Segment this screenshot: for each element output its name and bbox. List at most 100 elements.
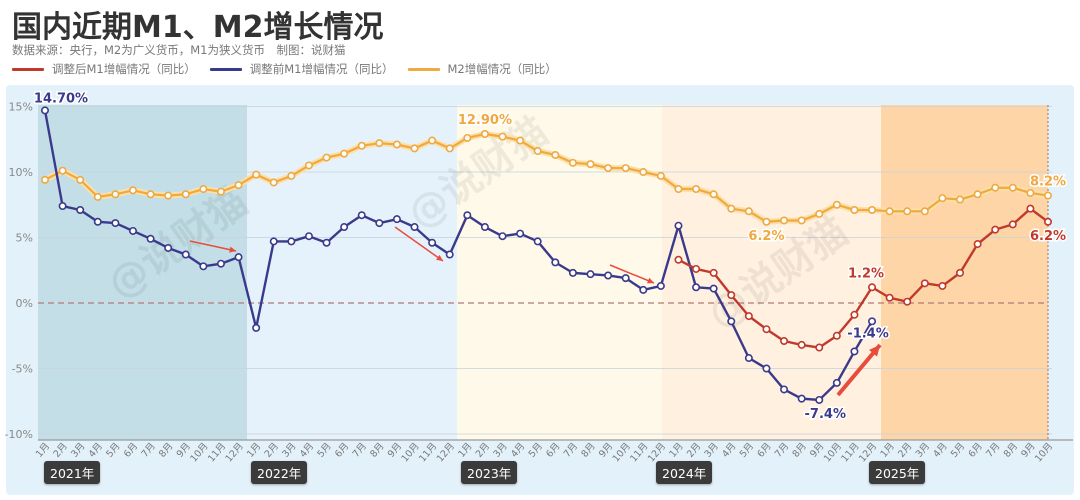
- data-point[interactable]: [762, 325, 771, 334]
- data-point[interactable]: [885, 293, 894, 302]
- legend-item-m2[interactable]: M2增幅情况（同比）: [407, 61, 557, 77]
- data-point[interactable]: [392, 215, 401, 224]
- data-point[interactable]: [216, 259, 225, 268]
- data-point[interactable]: [164, 243, 173, 252]
- data-point[interactable]: [674, 185, 683, 194]
- legend-item-m1-adjusted[interactable]: 调整后M1增幅情况（同比）: [12, 61, 196, 77]
- data-point[interactable]: [164, 191, 173, 200]
- data-point[interactable]: [604, 271, 613, 280]
- data-point[interactable]: [797, 216, 806, 225]
- data-point[interactable]: [269, 237, 278, 246]
- data-point[interactable]: [480, 223, 489, 232]
- data-point[interactable]: [1008, 183, 1017, 192]
- data-point[interactable]: [340, 149, 349, 158]
- data-point[interactable]: [375, 219, 384, 228]
- data-point[interactable]: [780, 385, 789, 394]
- data-point[interactable]: [744, 312, 753, 321]
- data-point[interactable]: [868, 205, 877, 214]
- data-point[interactable]: [252, 170, 261, 179]
- data-point[interactable]: [727, 291, 736, 300]
- data-point[interactable]: [93, 217, 102, 226]
- data-point[interactable]: [692, 185, 701, 194]
- data-point[interactable]: [991, 183, 1000, 192]
- data-point[interactable]: [868, 283, 877, 292]
- data-point[interactable]: [885, 207, 894, 216]
- data-point[interactable]: [111, 219, 120, 228]
- data-point[interactable]: [340, 223, 349, 232]
- data-point[interactable]: [815, 209, 824, 218]
- data-point[interactable]: [480, 130, 489, 139]
- data-point[interactable]: [832, 331, 841, 340]
- data-point[interactable]: [551, 150, 560, 159]
- data-point[interactable]: [709, 268, 718, 277]
- data-point[interactable]: [181, 190, 190, 199]
- data-point[interactable]: [199, 185, 208, 194]
- data-point[interactable]: [445, 250, 454, 259]
- data-point[interactable]: [815, 343, 824, 352]
- data-point[interactable]: [357, 211, 366, 220]
- data-point[interactable]: [287, 237, 296, 246]
- data-point[interactable]: [533, 147, 542, 156]
- data-point[interactable]: [621, 274, 630, 283]
- data-point[interactable]: [797, 394, 806, 403]
- data-point[interactable]: [727, 204, 736, 213]
- data-point[interactable]: [956, 268, 965, 277]
- data-point[interactable]: [1026, 188, 1035, 197]
- data-point[interactable]: [58, 202, 67, 211]
- data-point[interactable]: [973, 190, 982, 199]
- data-point[interactable]: [199, 262, 208, 271]
- data-point[interactable]: [656, 171, 665, 180]
- data-point[interactable]: [692, 264, 701, 273]
- data-point[interactable]: [234, 181, 243, 190]
- legend-item-m1-original[interactable]: 调整前M1增幅情况（同比）: [209, 61, 394, 77]
- data-point[interactable]: [146, 190, 155, 199]
- data-point[interactable]: [322, 238, 331, 247]
- data-point[interactable]: [146, 234, 155, 243]
- data-point[interactable]: [938, 194, 947, 203]
- data-point[interactable]: [639, 168, 648, 177]
- data-point[interactable]: [674, 221, 683, 230]
- data-point[interactable]: [692, 283, 701, 292]
- data-point[interactable]: [551, 258, 560, 267]
- data-point[interactable]: [674, 255, 683, 264]
- data-point[interactable]: [216, 187, 225, 196]
- data-point[interactable]: [252, 323, 261, 332]
- data-point[interactable]: [463, 133, 472, 142]
- data-point[interactable]: [463, 211, 472, 220]
- data-point[interactable]: [392, 140, 401, 149]
- data-point[interactable]: [428, 136, 437, 145]
- data-point[interactable]: [128, 186, 137, 195]
- data-point[interactable]: [445, 144, 454, 153]
- data-point[interactable]: [181, 250, 190, 259]
- data-point[interactable]: [287, 171, 296, 180]
- data-point[interactable]: [533, 237, 542, 246]
- data-point[interactable]: [498, 232, 507, 241]
- data-point[interactable]: [93, 192, 102, 201]
- data-point[interactable]: [991, 225, 1000, 234]
- data-point[interactable]: [568, 158, 577, 167]
- data-point[interactable]: [639, 285, 648, 294]
- data-point[interactable]: [58, 166, 67, 175]
- data-point[interactable]: [621, 164, 630, 173]
- data-point[interactable]: [973, 240, 982, 249]
- data-point[interactable]: [762, 364, 771, 373]
- data-point[interactable]: [903, 207, 912, 216]
- data-point[interactable]: [516, 136, 525, 145]
- data-point[interactable]: [920, 279, 929, 288]
- data-point[interactable]: [375, 139, 384, 148]
- data-point[interactable]: [832, 378, 841, 387]
- data-point[interactable]: [920, 207, 929, 216]
- data-point[interactable]: [76, 175, 85, 184]
- data-point[interactable]: [40, 106, 49, 115]
- data-point[interactable]: [850, 205, 859, 214]
- data-point[interactable]: [128, 226, 137, 235]
- data-point[interactable]: [656, 281, 665, 290]
- data-point[interactable]: [762, 217, 771, 226]
- data-point[interactable]: [304, 232, 313, 241]
- data-point[interactable]: [269, 178, 278, 187]
- data-point[interactable]: [111, 190, 120, 199]
- data-point[interactable]: [850, 310, 859, 319]
- data-point[interactable]: [357, 141, 366, 150]
- data-point[interactable]: [1044, 191, 1053, 200]
- data-point[interactable]: [304, 161, 313, 170]
